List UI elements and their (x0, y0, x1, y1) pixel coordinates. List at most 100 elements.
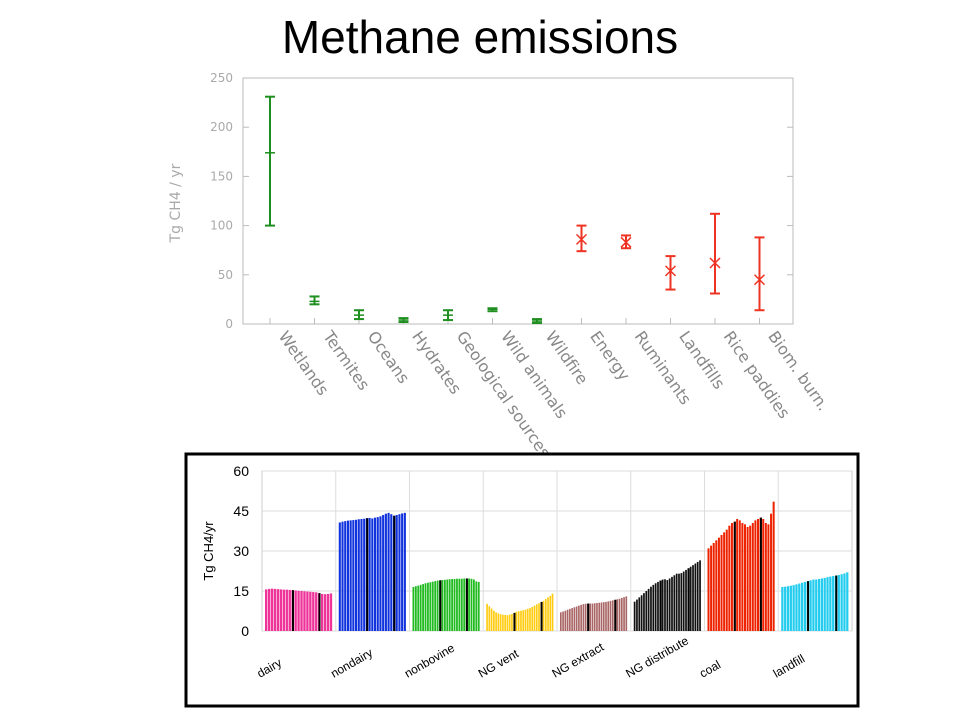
bar (625, 596, 628, 631)
bar (754, 520, 757, 631)
bar (611, 600, 614, 631)
page-title: Methane emissions (281, 11, 679, 63)
bar (395, 515, 398, 631)
bar (657, 581, 659, 631)
bar (434, 581, 437, 631)
bar (584, 603, 587, 631)
y-tick-label: 250 (210, 71, 233, 85)
bar (424, 583, 427, 631)
y-tick-label: 200 (210, 120, 233, 134)
bar (453, 579, 456, 631)
bar (451, 579, 454, 631)
chart-frame (184, 452, 860, 708)
bar (678, 573, 680, 631)
bar (600, 602, 603, 631)
bar (524, 609, 527, 631)
bar (526, 608, 529, 631)
bar (390, 514, 393, 631)
bar (515, 611, 518, 631)
bar (826, 577, 829, 631)
bar (300, 591, 303, 631)
bar (728, 525, 731, 631)
bar (699, 560, 701, 631)
bar (273, 588, 277, 631)
bar (666, 580, 669, 631)
bar (715, 540, 718, 631)
bar (320, 593, 324, 631)
bar (743, 524, 746, 631)
bar (265, 589, 268, 631)
bar (575, 606, 578, 631)
bar (285, 589, 288, 631)
bar (623, 597, 625, 631)
bar (506, 615, 509, 631)
bar (270, 588, 274, 631)
bar (477, 581, 480, 631)
bar (815, 579, 818, 631)
bar (689, 566, 692, 631)
bar (582, 604, 585, 631)
bar (499, 614, 502, 631)
bar (341, 521, 344, 631)
bar (578, 605, 580, 631)
bar (820, 578, 823, 631)
y-tick-label: 45 (233, 503, 249, 519)
y-tick-label: 0 (225, 317, 233, 331)
bar (382, 515, 385, 631)
value-marker-cross (575, 233, 588, 245)
bar (267, 588, 271, 631)
bar (323, 594, 327, 631)
bar (671, 576, 673, 631)
bar (616, 599, 619, 631)
bar (661, 579, 664, 631)
bar (618, 598, 621, 631)
bar (673, 575, 676, 631)
bar (712, 543, 715, 631)
bar (309, 591, 312, 631)
bar (720, 535, 723, 631)
bar (288, 589, 291, 631)
bar (352, 520, 355, 631)
bar (682, 571, 685, 631)
bar (419, 584, 422, 631)
bar (456, 578, 458, 631)
bar (373, 517, 377, 631)
bar (297, 590, 300, 631)
bar (566, 609, 569, 631)
bar (801, 582, 804, 631)
bar (276, 589, 280, 631)
bar (379, 516, 382, 631)
bar (282, 589, 286, 631)
bar (486, 603, 488, 631)
value-marker-cross (664, 265, 677, 277)
bar (832, 576, 835, 631)
bar (795, 584, 798, 631)
bar (547, 597, 549, 631)
bar (329, 593, 333, 631)
bar (560, 612, 562, 631)
bar (609, 600, 612, 631)
bar (767, 524, 770, 631)
bar (589, 603, 592, 631)
bar (829, 576, 832, 631)
bar (650, 586, 652, 631)
bar (840, 574, 843, 631)
bar (436, 580, 439, 631)
bar (446, 579, 449, 631)
bar (475, 581, 478, 631)
bar (789, 585, 792, 631)
bar (312, 592, 315, 631)
bar (562, 611, 564, 631)
bar (837, 575, 840, 631)
bar (772, 501, 775, 631)
bar (294, 590, 297, 631)
bar (401, 513, 404, 631)
bar (431, 581, 434, 631)
bar (493, 610, 495, 631)
bar (569, 608, 571, 631)
bar (398, 514, 401, 631)
bar (675, 573, 678, 631)
bar (736, 519, 739, 631)
bar (463, 578, 466, 631)
bar (529, 608, 531, 631)
